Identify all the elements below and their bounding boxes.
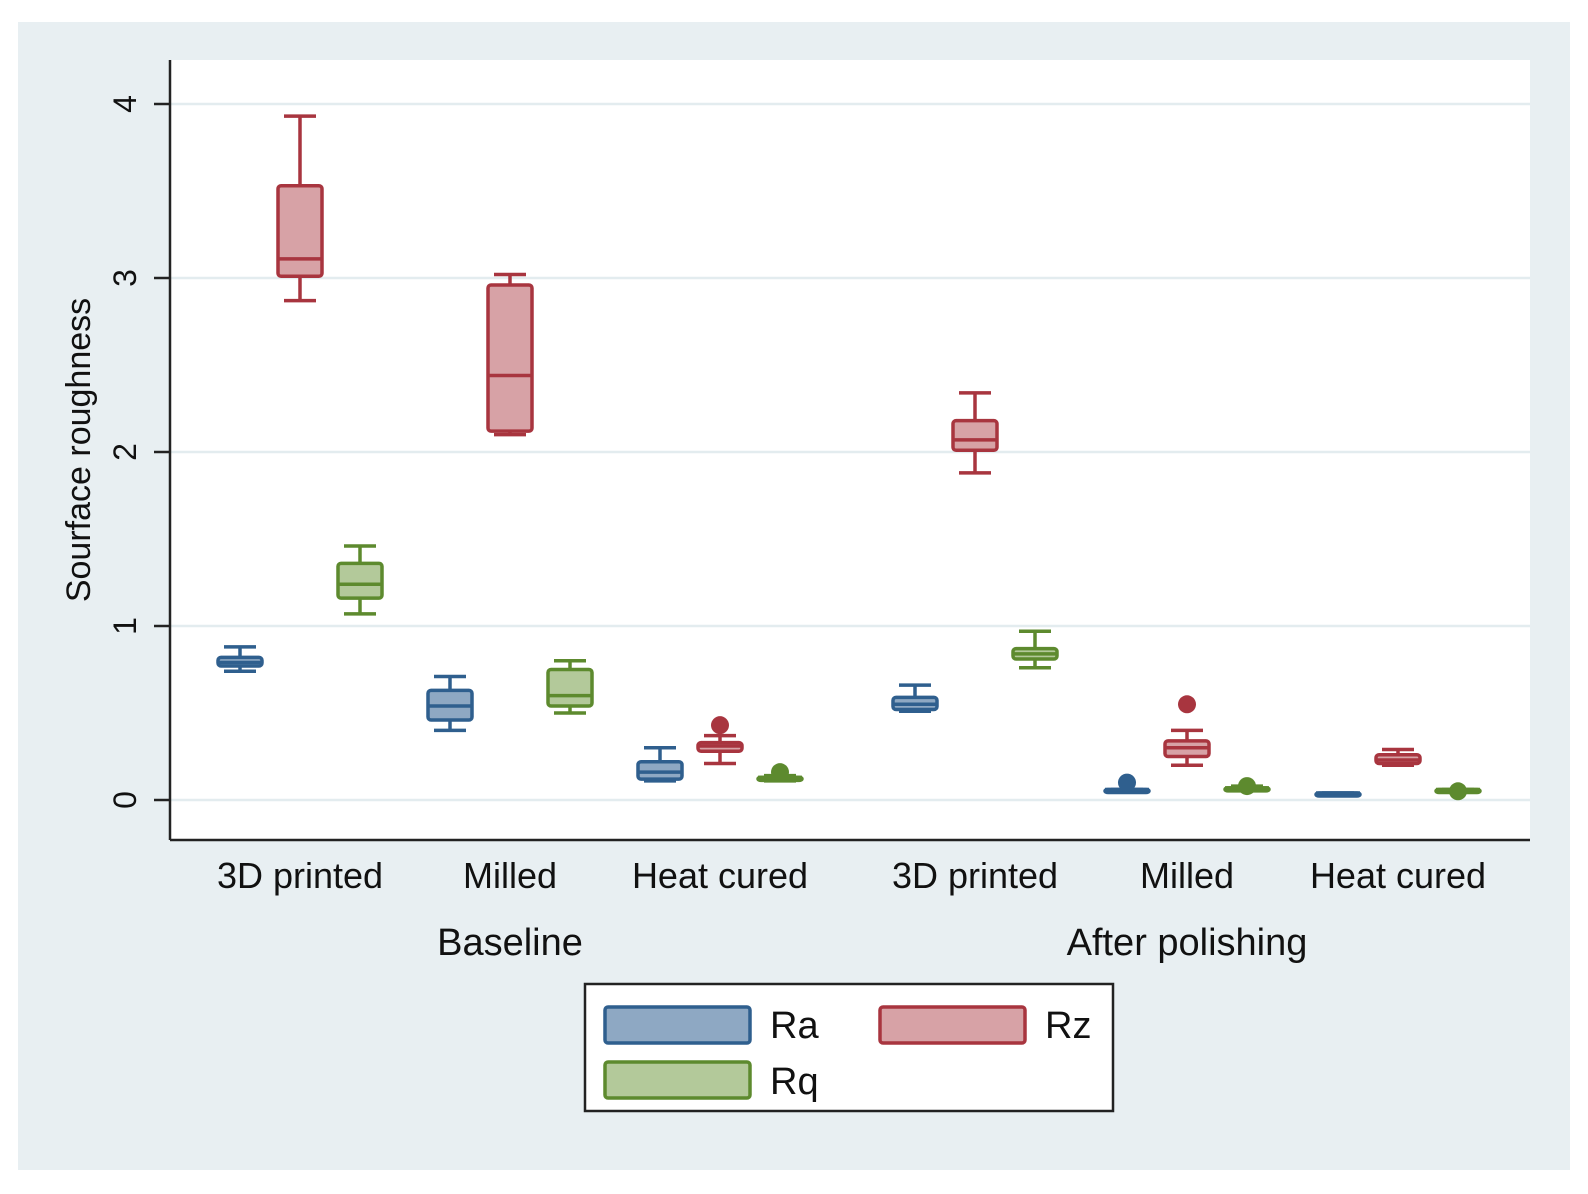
gridlines: [170, 102, 1530, 802]
series-rq: [336, 544, 1482, 801]
box-rq: [756, 763, 804, 783]
box-ra: [426, 674, 474, 733]
x-category-label: Milled: [463, 855, 557, 896]
box-rq: [1223, 777, 1271, 796]
x-category-label: Heat cured: [1310, 855, 1486, 896]
x-category-labels: 3D printed Milled Heat cured Baseline 3D pri…: [217, 855, 1486, 964]
box-ra: [1314, 791, 1362, 798]
x-group-label: Baseline: [437, 922, 583, 964]
box-iqr: [276, 184, 324, 279]
box-rz: [1163, 695, 1211, 767]
outlier-point: [1178, 695, 1196, 714]
box-iqr: [336, 561, 384, 600]
box-ra: [1103, 773, 1151, 795]
box-rz: [276, 114, 324, 303]
axes: [168, 60, 1530, 842]
box-ra: [891, 683, 939, 714]
outlier-point: [711, 716, 729, 735]
series-ra: [216, 645, 1362, 798]
outlier-point: [1238, 777, 1256, 796]
legend-swatch-ra: [603, 1005, 752, 1045]
box-rz: [1374, 747, 1422, 767]
box-ra: [636, 746, 684, 783]
box-iqr: [546, 667, 594, 708]
y-ticks: 0 1 2 3 4: [107, 95, 170, 809]
box-series: [216, 114, 1482, 801]
outlier-point: [1449, 782, 1467, 801]
outlier-point: [771, 763, 789, 782]
box-rz: [951, 391, 999, 475]
series-rz: [276, 114, 1422, 767]
box-rz: [486, 272, 534, 437]
plot-area: [170, 60, 1530, 840]
y-tick-label: 0: [107, 791, 143, 809]
legend-swatch-rq: [603, 1060, 752, 1100]
y-tick-label: 3: [107, 269, 143, 287]
outlier-point: [1118, 773, 1136, 792]
y-tick-label: 1: [107, 617, 143, 635]
box-rq: [546, 659, 594, 715]
box-rq: [336, 544, 384, 616]
box-iqr: [951, 418, 999, 453]
legend: Ra Rz Rq: [583, 982, 1115, 1113]
x-category-label: Milled: [1140, 855, 1234, 896]
legend-label-ra: Ra: [770, 1005, 819, 1047]
box-ra: [216, 645, 264, 673]
y-axis-title: Sourface roughness: [60, 298, 98, 602]
x-category-label: 3D printed: [892, 855, 1058, 896]
x-group-label: After polishing: [1067, 922, 1308, 964]
x-category-label: 3D printed: [217, 855, 383, 896]
y-tick-label: 4: [107, 95, 143, 113]
legend-label-rq: Rq: [770, 1061, 819, 1103]
x-category-label: Heat cured: [632, 855, 808, 896]
box-rz: [696, 716, 744, 766]
legend-label-rz: Rz: [1045, 1005, 1091, 1047]
legend-swatch-rz: [878, 1005, 1027, 1045]
box-rq: [1011, 629, 1059, 670]
box-rq: [1434, 782, 1482, 801]
box-iqr: [486, 283, 534, 433]
y-tick-label: 2: [107, 443, 143, 461]
